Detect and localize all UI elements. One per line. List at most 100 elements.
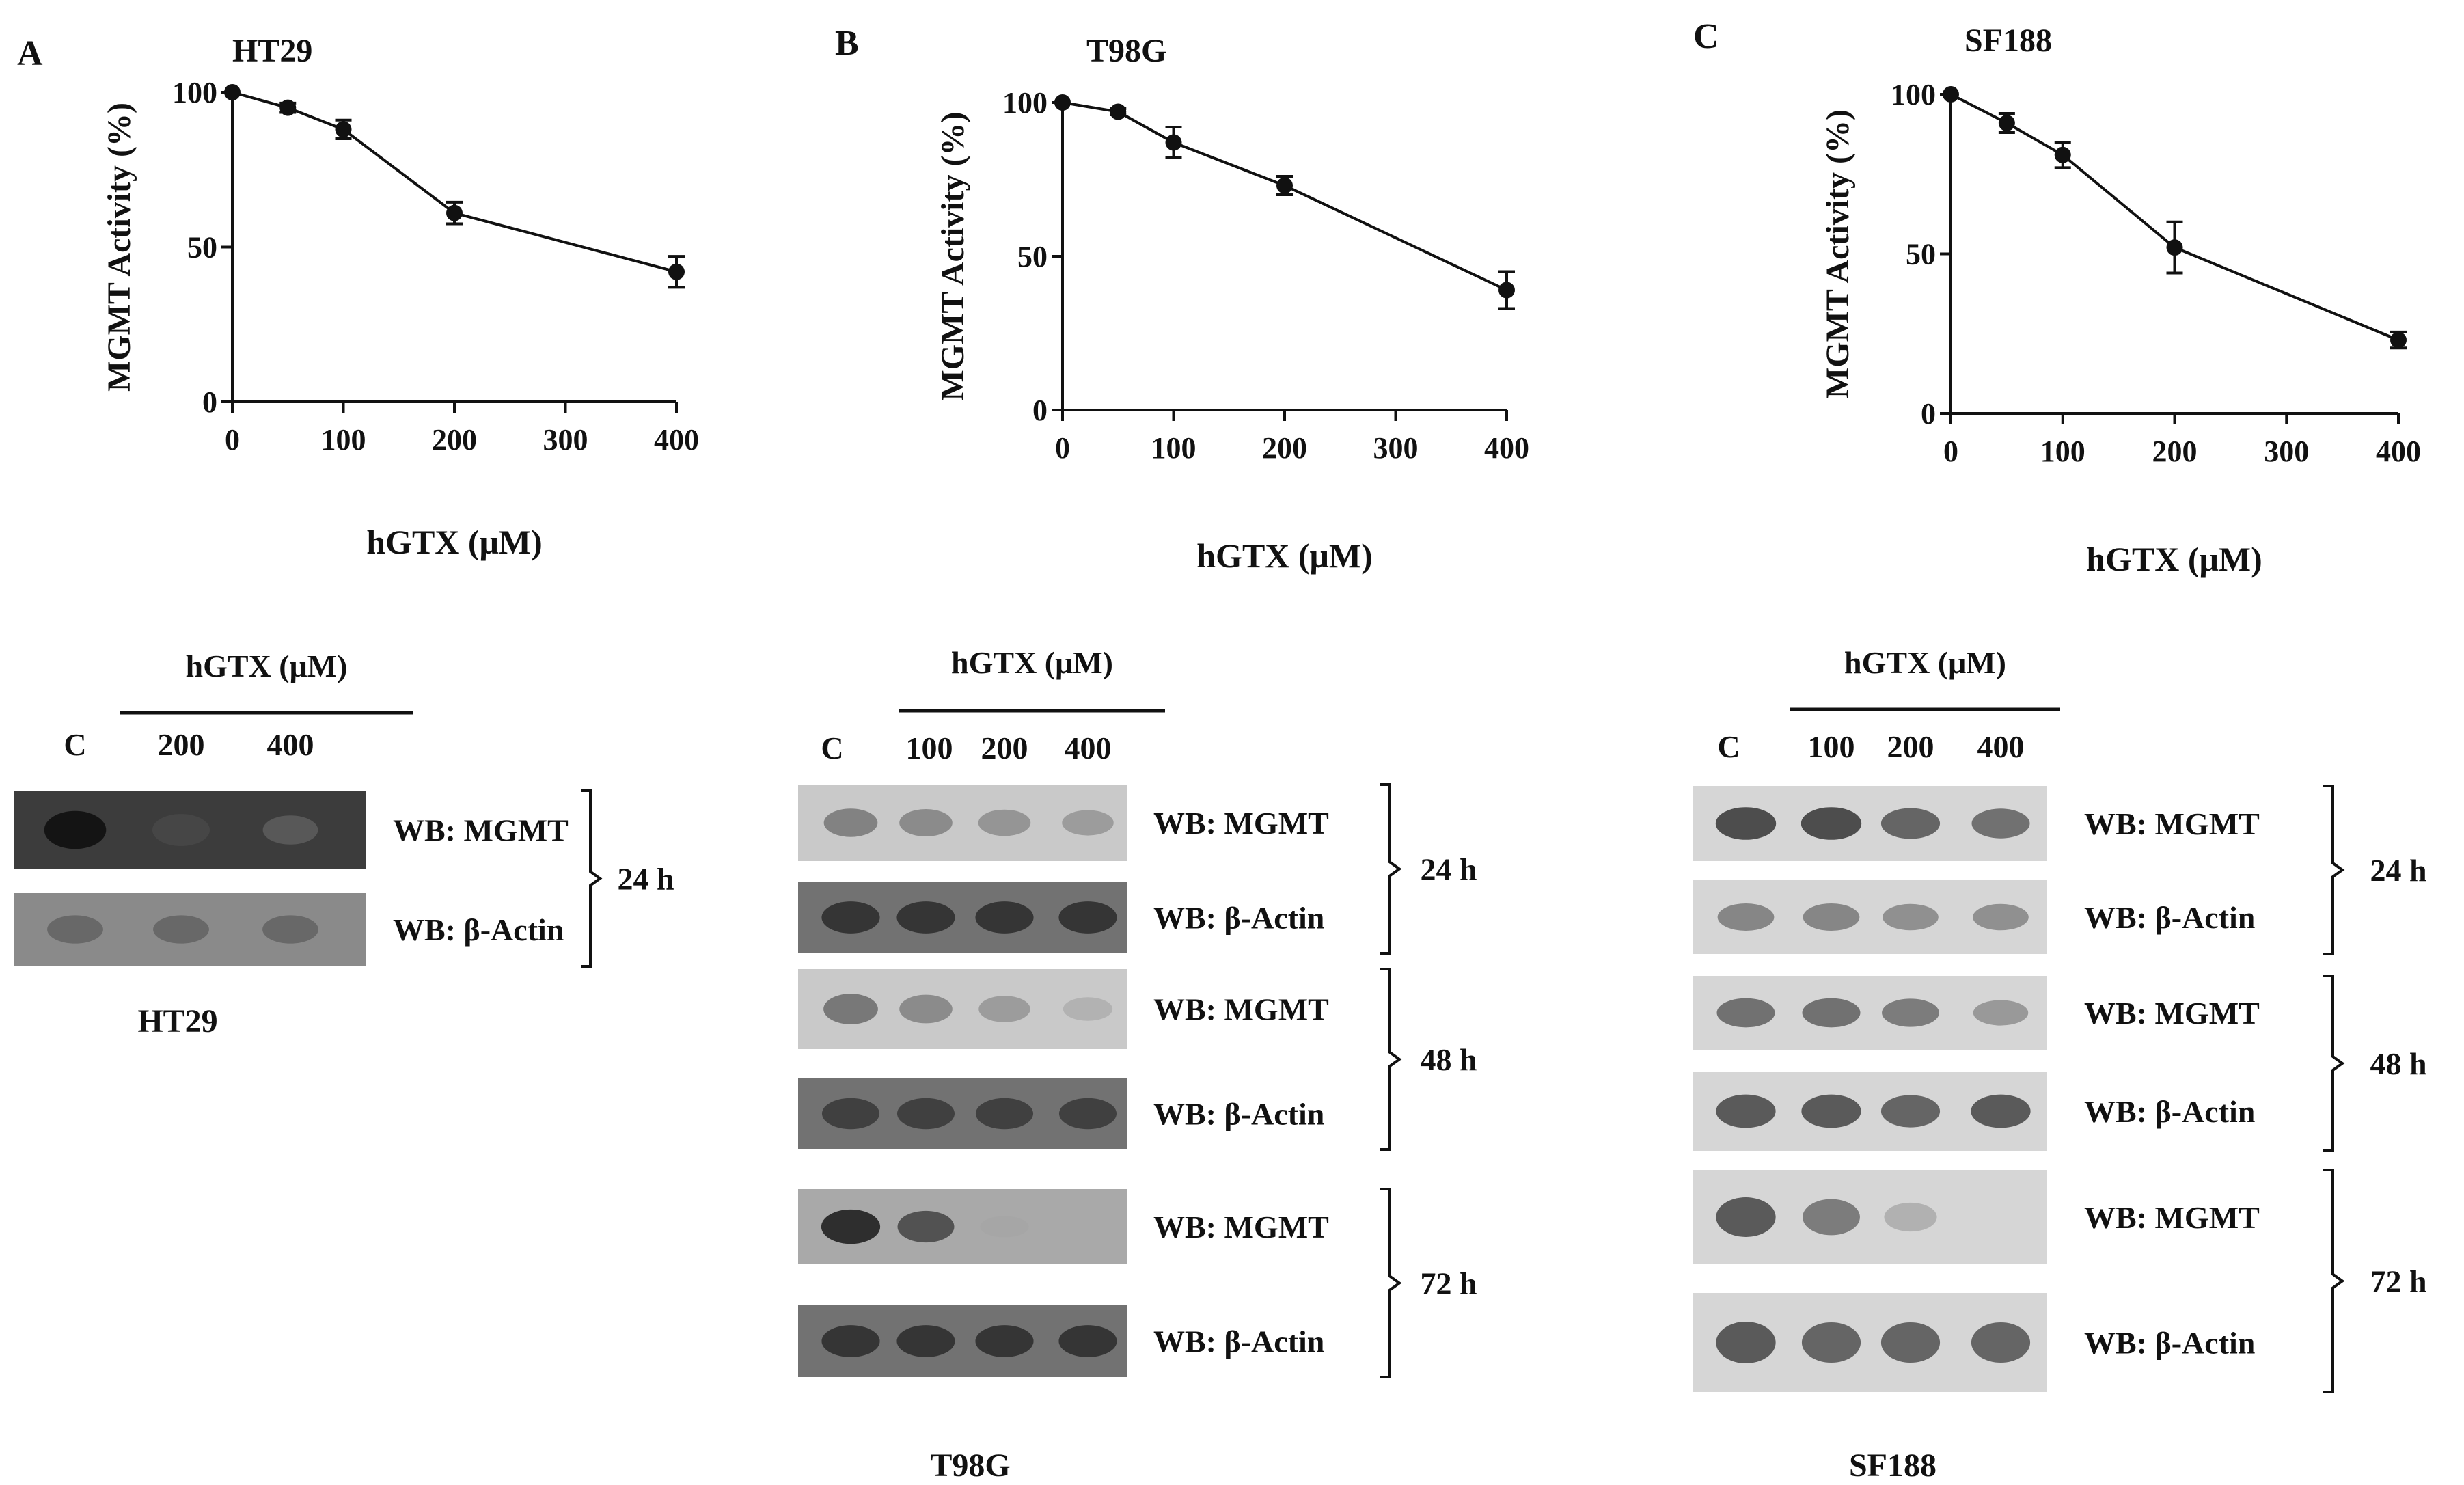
blot-header: hGTX (μM) <box>186 649 348 683</box>
blot-band <box>1880 1322 1941 1363</box>
lane-label: 200 <box>1887 729 1934 764</box>
panel-c-chart: C SF188 0 50 100 0 100 200 300 400 MGMT Activity (… <box>1693 17 2421 578</box>
lane-label-control: C <box>821 731 843 765</box>
blot-band <box>1058 1325 1117 1357</box>
blot-band <box>821 901 880 934</box>
panel-c-blot: hGTX (μM) C 100 200 400 WB: MGMT WB: β-Actin 24… <box>1693 645 2427 1484</box>
blot-band <box>1716 1197 1776 1237</box>
lane-label: 100 <box>1808 729 1855 764</box>
blot-band <box>1801 1094 1861 1128</box>
blot-band <box>975 1325 1034 1357</box>
data-point <box>1165 134 1182 151</box>
blot-band <box>1971 808 2030 839</box>
blot-band <box>1971 1322 2031 1363</box>
blot-band <box>897 1210 955 1243</box>
blot-row-label: WB: β-Actin <box>1153 1324 1324 1359</box>
time-bracket <box>1380 783 1402 955</box>
time-label: 24 h <box>2370 853 2426 888</box>
blot-header: hGTX (μM) <box>951 645 1113 680</box>
series-line <box>1062 101 1507 292</box>
blot-band <box>47 915 103 944</box>
blot-band <box>262 815 318 845</box>
x-tick-label: 200 <box>432 423 477 457</box>
y-axis-label: MGMT Activity (%) <box>1820 109 1856 398</box>
data-point <box>1110 103 1127 120</box>
lane-label: 200 <box>981 731 1028 765</box>
blot-band <box>978 809 1031 836</box>
blot-row-label: WB: MGMT <box>393 813 569 848</box>
lane-label-control: C <box>64 727 86 762</box>
chart-title: HT29 <box>232 33 312 69</box>
x-tick-label: 200 <box>2152 435 2198 468</box>
blot-band <box>1884 1202 1937 1232</box>
x-tick-label: 400 <box>1484 431 1529 465</box>
blot-band <box>821 1098 880 1130</box>
x-tick-label: 100 <box>321 423 366 457</box>
blot-band <box>1880 1095 1941 1128</box>
panel-b-chart: B T98G 0 50 100 0 100 200 300 400 MGMT Activity (%… <box>835 24 1529 575</box>
x-tick-label: 100 <box>2040 435 2085 468</box>
blot-band <box>1973 1000 2029 1026</box>
lane-label-control: C <box>1717 729 1740 764</box>
data-point <box>224 84 241 100</box>
y-axis-label: MGMT Activity (%) <box>935 111 971 400</box>
data-point <box>668 263 685 280</box>
x-tick-label: 400 <box>654 423 699 457</box>
data-point <box>1054 94 1071 111</box>
x-tick-label: 300 <box>543 423 588 457</box>
blot-row-label: WB: MGMT <box>2084 996 2260 1031</box>
blot-row-label: WB: β-Actin <box>1153 901 1324 936</box>
blot-row-label: WB: MGMT <box>1153 806 1329 841</box>
blot-row-label: WB: β-Actin <box>1153 1097 1324 1132</box>
time-bracket <box>581 789 603 968</box>
lane-label: 400 <box>1977 729 2025 764</box>
blot-band <box>1715 807 1777 840</box>
blot-header: hGTX (μM) <box>1844 645 2006 680</box>
time-label: 48 h <box>2370 1046 2426 1081</box>
blot-band <box>1716 998 1775 1028</box>
time-bracket <box>1380 1188 1402 1378</box>
panel-a-blot: hGTX (μM) C 200 400 WB: MGMT WB: β-Actin 24 h H… <box>14 649 674 1039</box>
blot-band <box>1801 1322 1861 1363</box>
blot-row-label: WB: MGMT <box>1153 992 1329 1027</box>
blot-band <box>1803 903 1860 931</box>
time-label: 72 h <box>2370 1264 2426 1299</box>
blot-caption: SF188 <box>1849 1447 1936 1484</box>
blot-band <box>1973 903 2029 931</box>
lane-label: 400 <box>267 727 314 762</box>
blot-band <box>153 915 209 944</box>
blot-caption: HT29 <box>137 1003 217 1039</box>
time-bracket <box>2323 785 2345 955</box>
x-tick-label: 0 <box>225 423 240 457</box>
data-point <box>1943 86 1959 103</box>
time-label: 24 h <box>1420 852 1477 887</box>
chart-title: SF188 <box>1965 23 2052 59</box>
data-point <box>2166 239 2183 256</box>
time-bracket <box>2323 1169 2345 1393</box>
x-tick-label: 0 <box>1055 431 1070 465</box>
blot-band <box>44 810 107 849</box>
y-tick-label: 50 <box>1017 240 1048 273</box>
lane-label: 100 <box>906 731 953 765</box>
time-label: 48 h <box>1420 1042 1477 1077</box>
blot-band <box>1716 1322 1776 1363</box>
panel-b-blot: hGTX (μM) C 100 200 400 WB: MGMT WB: β-Actin 24… <box>798 645 1477 1484</box>
blot-band <box>975 901 1034 934</box>
blot-band <box>821 1209 881 1244</box>
blot-band <box>1882 998 1939 1027</box>
time-label: 24 h <box>617 862 674 897</box>
y-tick-label: 100 <box>1891 78 1936 111</box>
y-tick-label: 50 <box>187 231 217 264</box>
blot-band <box>1880 808 1941 839</box>
y-tick-label: 0 <box>202 385 217 419</box>
y-tick-label: 100 <box>1002 86 1048 120</box>
blot-band <box>1802 998 1861 1028</box>
blot-band <box>1058 901 1117 934</box>
blot-band <box>1803 1199 1860 1236</box>
blot-band <box>899 809 953 836</box>
x-axis-label: hGTX (μM) <box>366 523 543 561</box>
x-axis-label: hGTX (μM) <box>1196 536 1373 575</box>
blot-band <box>1058 1098 1117 1130</box>
blot-band <box>823 808 878 837</box>
data-point <box>1276 177 1293 194</box>
